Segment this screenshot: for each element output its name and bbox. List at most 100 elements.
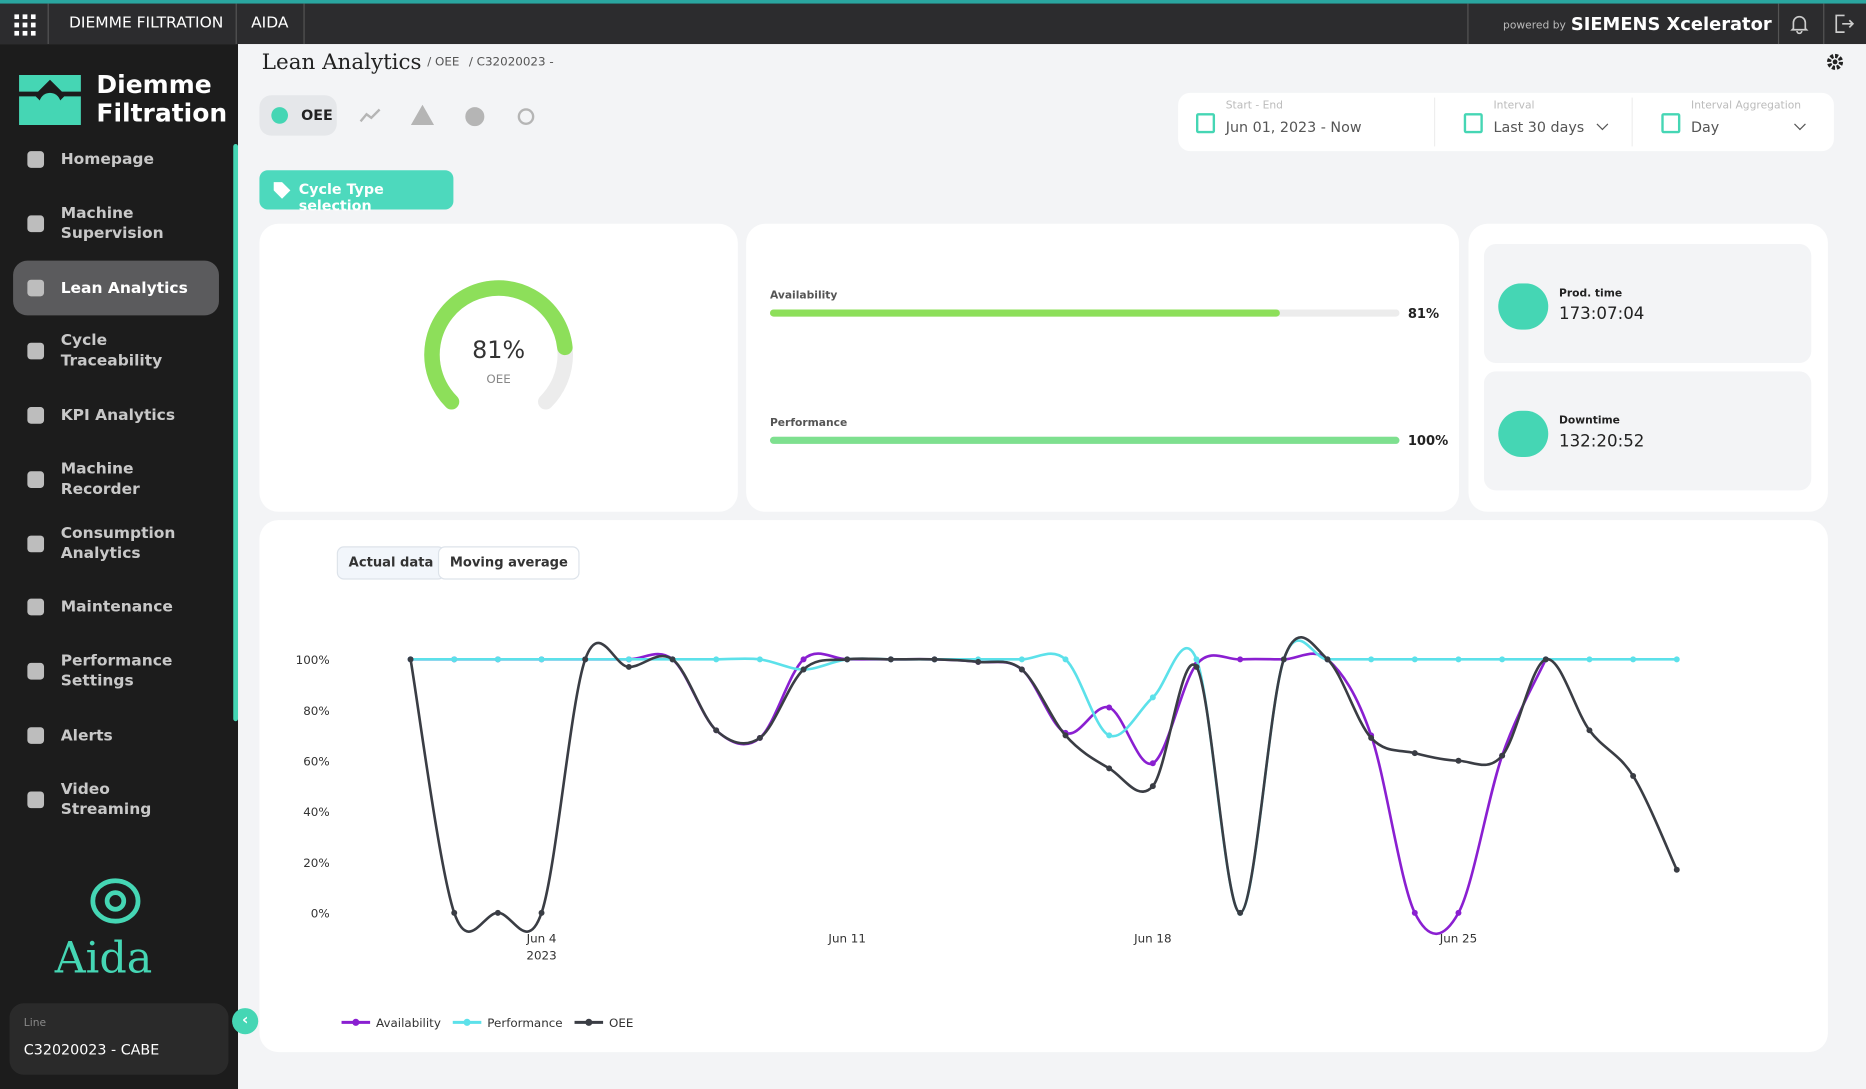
legend-label[interactable]: Performance bbox=[487, 1016, 562, 1030]
data-point[interactable] bbox=[1368, 656, 1375, 663]
data-point[interactable] bbox=[1542, 656, 1549, 663]
data-point[interactable] bbox=[756, 734, 763, 741]
data-point[interactable] bbox=[451, 656, 458, 663]
nav-item[interactable]: Cycle Traceability bbox=[13, 324, 219, 379]
data-point[interactable] bbox=[407, 656, 414, 663]
data-point[interactable] bbox=[1018, 666, 1025, 673]
stat-name: Downtime bbox=[1558, 415, 1620, 428]
logout-icon[interactable] bbox=[1834, 13, 1855, 34]
data-point[interactable] bbox=[1062, 656, 1069, 663]
data-point[interactable] bbox=[800, 666, 807, 673]
divider bbox=[1631, 97, 1633, 147]
data-point[interactable] bbox=[451, 909, 458, 916]
data-point[interactable] bbox=[669, 656, 676, 663]
data-point[interactable] bbox=[1106, 732, 1113, 739]
filter-value[interactable]: Jun 01, 2023 - Now bbox=[1225, 119, 1362, 136]
data-point[interactable] bbox=[756, 656, 763, 663]
breadcrumb[interactable]: / OEE bbox=[427, 55, 460, 70]
nav-item[interactable]: Lean Analytics bbox=[13, 260, 219, 316]
data-point[interactable] bbox=[1193, 663, 1200, 670]
data-point[interactable] bbox=[1455, 656, 1462, 663]
data-point[interactable] bbox=[1062, 732, 1069, 739]
breadcrumb[interactable]: / C32020023 - bbox=[468, 55, 554, 70]
data-point[interactable] bbox=[1193, 656, 1200, 663]
data-point[interactable] bbox=[1586, 727, 1593, 734]
data-point[interactable] bbox=[625, 656, 632, 663]
tab-icons[interactable] bbox=[357, 104, 547, 129]
data-point[interactable] bbox=[800, 656, 807, 663]
data-point[interactable] bbox=[1106, 765, 1113, 772]
data-point[interactable] bbox=[1630, 656, 1637, 663]
nav-item[interactable]: Consumption Analytics bbox=[13, 517, 219, 572]
data-point[interactable] bbox=[1324, 656, 1331, 663]
top-bar: DIEMME FILTRATION AIDA powered by SIEMEN… bbox=[0, 0, 1866, 45]
data-point[interactable] bbox=[975, 658, 982, 665]
data-point[interactable] bbox=[538, 656, 545, 663]
apps-icon[interactable] bbox=[14, 14, 36, 36]
data-point[interactable] bbox=[1149, 783, 1156, 790]
y-tick-label: 60% bbox=[303, 755, 329, 769]
data-point[interactable] bbox=[713, 727, 720, 734]
data-point[interactable] bbox=[1280, 656, 1287, 663]
data-point[interactable] bbox=[1673, 656, 1680, 663]
data-point[interactable] bbox=[1499, 656, 1506, 663]
data-point[interactable] bbox=[713, 656, 720, 663]
data-point[interactable] bbox=[1237, 656, 1244, 663]
cycle-type-button[interactable]: Cycle Type selection bbox=[259, 170, 454, 214]
filter-value[interactable]: Last 30 days bbox=[1493, 119, 1585, 136]
legend-label[interactable]: Availability bbox=[376, 1016, 441, 1030]
data-point[interactable] bbox=[844, 656, 851, 663]
nav-item[interactable]: Alerts bbox=[13, 708, 219, 763]
data-point[interactable] bbox=[1455, 757, 1462, 764]
data-point[interactable] bbox=[538, 909, 545, 916]
nav-icon bbox=[27, 598, 45, 616]
nav-label: Consumption Analytics bbox=[60, 524, 176, 563]
data-point[interactable] bbox=[1455, 909, 1462, 916]
bell-icon[interactable] bbox=[1789, 13, 1810, 35]
data-point[interactable] bbox=[1411, 750, 1418, 757]
data-point[interactable] bbox=[887, 656, 894, 663]
data-point[interactable] bbox=[1018, 656, 1025, 663]
metric-bar bbox=[769, 436, 1400, 444]
data-point[interactable] bbox=[625, 663, 632, 670]
data-point[interactable] bbox=[494, 909, 501, 916]
data-point[interactable] bbox=[1149, 760, 1156, 767]
data-point[interactable] bbox=[582, 656, 589, 663]
data-point[interactable] bbox=[1106, 704, 1113, 711]
tag-icon bbox=[273, 182, 291, 199]
filter-value[interactable]: Day bbox=[1691, 119, 1720, 136]
data-point[interactable] bbox=[931, 656, 938, 663]
data-point[interactable] bbox=[1630, 772, 1637, 779]
tab-oee[interactable]: OEE bbox=[259, 95, 337, 136]
data-point[interactable] bbox=[1368, 734, 1375, 741]
stat-value: 173:07:04 bbox=[1558, 304, 1645, 324]
nav-item[interactable]: Machine Recorder bbox=[13, 452, 219, 507]
company-name[interactable]: DIEMME FILTRATION bbox=[69, 14, 224, 33]
nav-item[interactable]: Video Streaming bbox=[13, 772, 219, 827]
data-point[interactable] bbox=[494, 656, 501, 663]
toggle-button[interactable]: Actual data bbox=[336, 546, 446, 580]
nav-item[interactable]: Homepage bbox=[13, 132, 219, 187]
collapse-button[interactable]: ‹ bbox=[232, 1008, 259, 1035]
data-point[interactable] bbox=[1586, 656, 1593, 663]
metric-name: Availability bbox=[770, 289, 837, 302]
powered-by: powered by bbox=[1503, 20, 1566, 33]
data-point[interactable] bbox=[1149, 694, 1156, 701]
settings-icon[interactable] bbox=[1826, 52, 1845, 71]
app-name[interactable]: AIDA bbox=[251, 14, 289, 33]
nav-item[interactable]: Maintenance bbox=[13, 580, 219, 635]
metric-bars: Availability 81% Performance 100% bbox=[769, 289, 1448, 449]
stats-card: Prod. time 173:07:04 Downtime 132:20:52 bbox=[1468, 223, 1828, 512]
data-point[interactable] bbox=[1411, 656, 1418, 663]
nav-item[interactable]: Performance Settings bbox=[13, 644, 219, 699]
data-point[interactable] bbox=[1499, 752, 1506, 759]
data-point[interactable] bbox=[1673, 866, 1680, 873]
nav-item[interactable]: Machine Supervision bbox=[13, 196, 219, 251]
data-point[interactable] bbox=[1411, 909, 1418, 916]
nav-item[interactable]: KPI Analytics bbox=[13, 388, 219, 443]
legend-label[interactable]: OEE bbox=[609, 1016, 633, 1030]
data-point[interactable] bbox=[1237, 909, 1244, 916]
x-tick-label: Jun 25 bbox=[1439, 932, 1477, 946]
logo-text: Diemme Filtration bbox=[96, 70, 227, 127]
toggle-button[interactable]: Moving average bbox=[437, 546, 580, 580]
